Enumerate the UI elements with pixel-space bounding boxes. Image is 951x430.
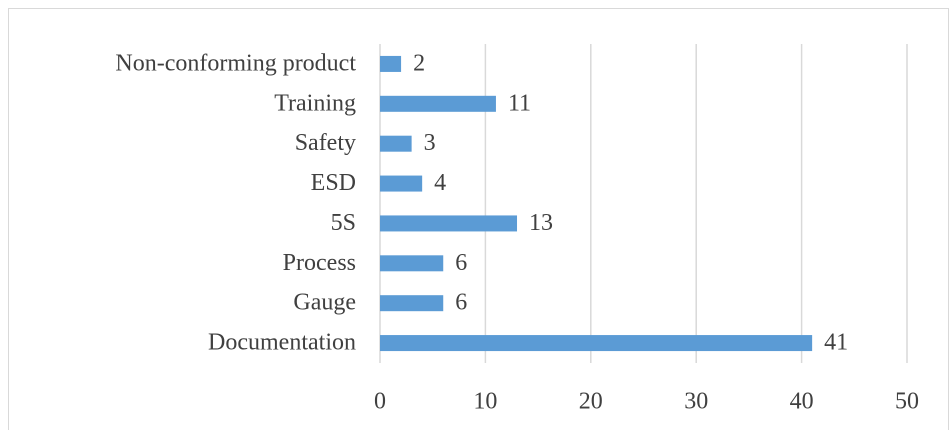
bar [380, 255, 444, 272]
bar [380, 335, 813, 352]
x-tick-label: 30 [684, 389, 708, 415]
bar [380, 175, 423, 192]
data-label: 2 [413, 50, 425, 76]
data-label: 41 [824, 330, 848, 356]
x-tick-label: 20 [579, 389, 603, 415]
data-label: 3 [424, 130, 436, 156]
bar [380, 215, 518, 232]
data-label: 6 [455, 250, 467, 276]
x-tick-label: 0 [374, 389, 386, 415]
y-tick-label: Gauge [293, 290, 356, 316]
y-tick-label: 5S [331, 210, 356, 236]
y-tick-label: ESD [311, 170, 356, 196]
bar [380, 55, 402, 72]
bar [380, 95, 496, 112]
bar [380, 295, 444, 312]
y-tick-label: Documentation [208, 330, 356, 356]
data-label: 6 [455, 290, 467, 316]
x-tick-label: 50 [895, 389, 919, 415]
x-tick-label: 10 [473, 389, 497, 415]
y-tick-label: Non-conforming product [115, 50, 356, 76]
y-tick-label: Process [283, 250, 356, 276]
y-tick-label: Training [274, 90, 356, 116]
data-label: 13 [529, 210, 553, 236]
y-tick-label: Safety [295, 130, 356, 156]
data-label: 11 [508, 90, 531, 116]
data-label: 4 [434, 170, 446, 196]
x-tick-label: 40 [790, 389, 814, 415]
bar [380, 135, 412, 152]
